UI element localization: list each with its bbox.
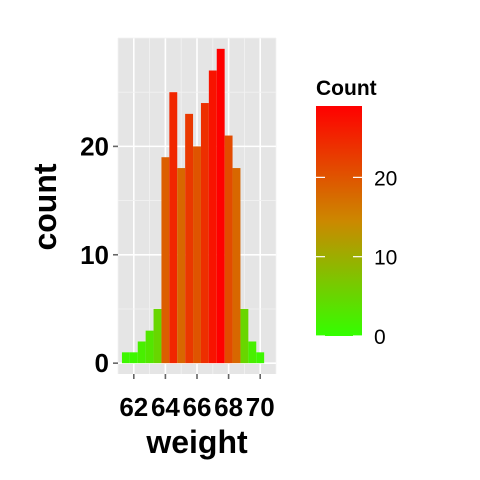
y-axis: 0 10 20	[80, 131, 118, 378]
legend-ticks: 0 10 20	[316, 167, 397, 349]
histogram-bar	[248, 341, 257, 364]
histogram-bar	[153, 308, 162, 364]
histogram-bar	[169, 92, 178, 364]
x-tick-label: 66	[183, 392, 212, 422]
legend-colorbar	[316, 106, 362, 336]
histogram-bar	[256, 352, 265, 364]
y-tick-label: 10	[80, 240, 109, 270]
y-tick-label: 0	[95, 348, 109, 378]
histogram-bar	[216, 48, 225, 364]
legend-label: 20	[374, 167, 397, 190]
bars	[121, 48, 265, 364]
x-axis-title: weight	[145, 424, 248, 460]
y-axis-title: count	[27, 163, 63, 250]
x-tick-label: 64	[151, 392, 180, 422]
histogram-bar	[177, 168, 186, 364]
histogram-bar	[137, 341, 146, 364]
histogram-bar	[232, 168, 241, 364]
histogram-bar	[193, 146, 201, 364]
legend-label: 10	[374, 247, 397, 270]
legend-title: Count	[316, 77, 377, 100]
histogram-bar	[185, 113, 194, 364]
x-tick-label: 62	[119, 392, 148, 422]
y-tick-label: 20	[80, 131, 109, 161]
x-tick-label: 68	[214, 392, 243, 422]
histogram-bar	[208, 70, 217, 364]
histogram-bar	[145, 330, 154, 364]
x-axis: 62 64 66 68 70	[119, 374, 275, 422]
histogram-bar	[224, 135, 233, 364]
x-tick-label: 70	[246, 392, 275, 422]
histogram-bar	[240, 308, 249, 364]
histogram-bar	[200, 103, 209, 364]
legend-label: 0	[374, 326, 386, 349]
histogram-bar	[129, 352, 138, 364]
histogram-bar	[121, 352, 130, 364]
histogram-bar	[161, 157, 170, 364]
